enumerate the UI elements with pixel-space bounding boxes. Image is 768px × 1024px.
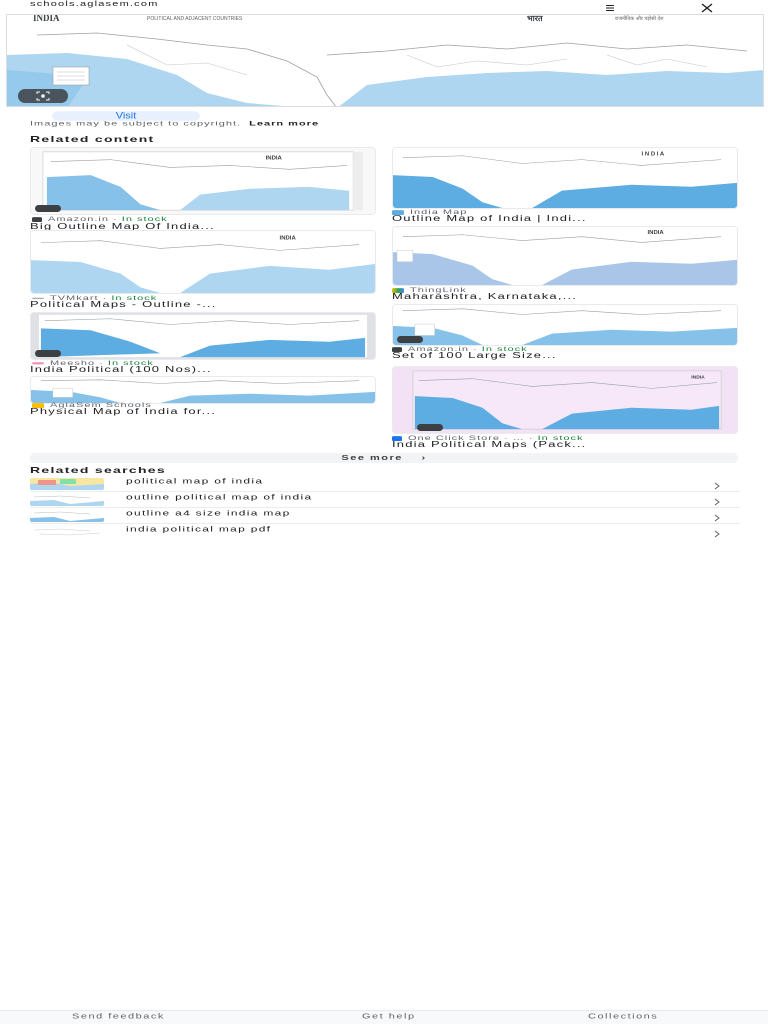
- card-thumbnail[interactable]: [30, 376, 376, 404]
- card-thumbnail[interactable]: INDIA: [392, 366, 738, 434]
- card-source: TVMkart · In stock: [32, 295, 157, 302]
- tvmkart-favicon-icon: [32, 297, 44, 299]
- related-search-text: political map of india: [126, 477, 264, 486]
- shopping-bag-icon: [35, 350, 61, 357]
- visit-button[interactable]: Visit: [52, 111, 200, 121]
- lens-button[interactable]: [18, 89, 68, 103]
- chevron-right-icon: [712, 478, 722, 490]
- preview-map-title: INDIA: [33, 15, 60, 23]
- related-search-item[interactable]: india political map pdf: [30, 524, 740, 540]
- card-source: ThingLink: [392, 287, 467, 294]
- related-search-item[interactable]: political map of india: [30, 476, 740, 492]
- card-title[interactable]: Maharashtra, Karnataka,...: [392, 292, 578, 301]
- meesho-favicon-icon: [32, 362, 44, 365]
- related-search-item[interactable]: outline a4 size india map: [30, 508, 740, 524]
- card-source: India Map: [392, 209, 467, 216]
- close-icon[interactable]: [700, 0, 714, 13]
- chevron-right-icon: ›: [421, 453, 427, 463]
- card-thumbnail[interactable]: INDIA: [30, 147, 376, 215]
- card-stock-status: In stock: [537, 435, 584, 442]
- more-vert-icon[interactable]: [604, 0, 616, 11]
- search-thumbnail: [30, 494, 104, 506]
- search-thumbnail: [30, 478, 104, 490]
- preview-image[interactable]: INDIA POLITICAL AND ADJACENT COUNTRIES भ…: [6, 14, 764, 107]
- search-thumbnail: [30, 526, 104, 538]
- card-thumb-label: INDIA: [691, 375, 705, 381]
- card-thumbnail[interactable]: INDIA: [392, 226, 738, 286]
- copyright-notice: Images may be subject to copyright. Lear…: [30, 120, 319, 127]
- preview-map-subtitle-hindi: राजनीतिक और पड़ोसी देश: [615, 15, 664, 22]
- card-source-name: Amazon.in: [408, 346, 469, 353]
- card-source: AglaSem Schools: [32, 402, 152, 409]
- see-more-label: See more: [341, 453, 403, 463]
- card-thumbnail[interactable]: INDIA: [30, 230, 376, 294]
- card-title[interactable]: Set of 100 Large Size...: [392, 351, 557, 360]
- see-more-button[interactable]: See more ›: [30, 453, 738, 463]
- amazon-favicon-icon: [32, 216, 42, 222]
- card-title[interactable]: Political Maps - Outline -...: [30, 300, 217, 309]
- card-title[interactable]: India Political (100 Nos)...: [30, 365, 212, 374]
- card-stock-status: In stock: [107, 360, 154, 367]
- card-thumbnail[interactable]: [30, 312, 376, 360]
- card-title[interactable]: Physical Map of India for...: [30, 407, 217, 416]
- top-bar: schools.aglasem.com: [0, 0, 768, 14]
- shopping-bag-icon: [397, 336, 423, 343]
- send-feedback-link[interactable]: Send feedback: [72, 1012, 165, 1021]
- related-search-text: outline political map of india: [126, 493, 313, 502]
- card-stock-status: In stock: [481, 346, 528, 353]
- card-thumbnail[interactable]: [392, 304, 738, 346]
- amazon-favicon-icon: [392, 346, 402, 352]
- chevron-right-icon: [712, 526, 722, 538]
- card-stock-status: In stock: [121, 216, 168, 223]
- lens-icon: [36, 91, 50, 101]
- card-source: Meesho · In stock: [32, 360, 154, 367]
- card-source-name: One Click Store: [408, 435, 501, 442]
- collections-link[interactable]: Collections: [588, 1012, 659, 1021]
- shopping-bag-icon: [35, 205, 61, 212]
- aglasem-favicon-icon: [32, 402, 44, 408]
- learn-more-link[interactable]: Learn more: [249, 120, 320, 128]
- chevron-right-icon: [712, 510, 722, 522]
- card-source: Amazon.in · In stock: [32, 216, 168, 223]
- related-search-text: outline a4 size india map: [126, 509, 291, 518]
- footer: Send feedback Get help Collections: [0, 1010, 768, 1024]
- card-source-name: Meesho: [50, 360, 96, 367]
- card-source: One Click Store · … · In stock: [392, 435, 584, 442]
- get-help-link[interactable]: Get help: [362, 1012, 416, 1021]
- related-content-title: Related content: [30, 134, 155, 144]
- card-thumb-label: INDIA: [266, 156, 283, 162]
- chevron-right-icon: [712, 494, 722, 506]
- thinglink-favicon-icon: [392, 287, 404, 293]
- card-source-name: ThingLink: [410, 287, 467, 294]
- card-title[interactable]: Outline Map of India | Indi...: [392, 214, 587, 223]
- card-title[interactable]: India Political Maps (Pack...: [392, 440, 587, 449]
- india-map-favicon-icon: [392, 209, 404, 215]
- preview-map-title-hindi: भारत: [527, 15, 543, 23]
- related-search-item[interactable]: outline political map of india: [30, 492, 740, 508]
- search-thumbnail: [30, 510, 104, 522]
- shopping-bag-icon: [417, 424, 443, 431]
- card-source-name: AglaSem Schools: [50, 402, 152, 409]
- oneclickstore-favicon-icon: [392, 435, 402, 441]
- card-source-name: India Map: [410, 209, 468, 216]
- card-thumbnail[interactable]: I N D I A: [392, 147, 738, 209]
- card-thumb-label: INDIA: [648, 230, 665, 236]
- source-domain[interactable]: schools.aglasem.com: [30, 0, 159, 8]
- card-source-name: TVMkart: [50, 295, 99, 302]
- copyright-text: Images may be subject to copyright.: [30, 120, 242, 128]
- card-thumb-label: INDIA: [280, 236, 297, 242]
- preview-map-subtitle: POLITICAL AND ADJACENT COUNTRIES: [147, 16, 243, 22]
- card-title[interactable]: Big Outline Map Of India...: [30, 222, 215, 231]
- card-thumb-label: I N D I A: [642, 152, 665, 158]
- card-source: Amazon.in · In stock: [392, 346, 528, 353]
- related-search-text: india political map pdf: [126, 525, 272, 534]
- related-searches-title: Related searches: [30, 465, 166, 475]
- card-stock-status: In stock: [111, 295, 158, 302]
- card-source-name: Amazon.in: [48, 216, 109, 223]
